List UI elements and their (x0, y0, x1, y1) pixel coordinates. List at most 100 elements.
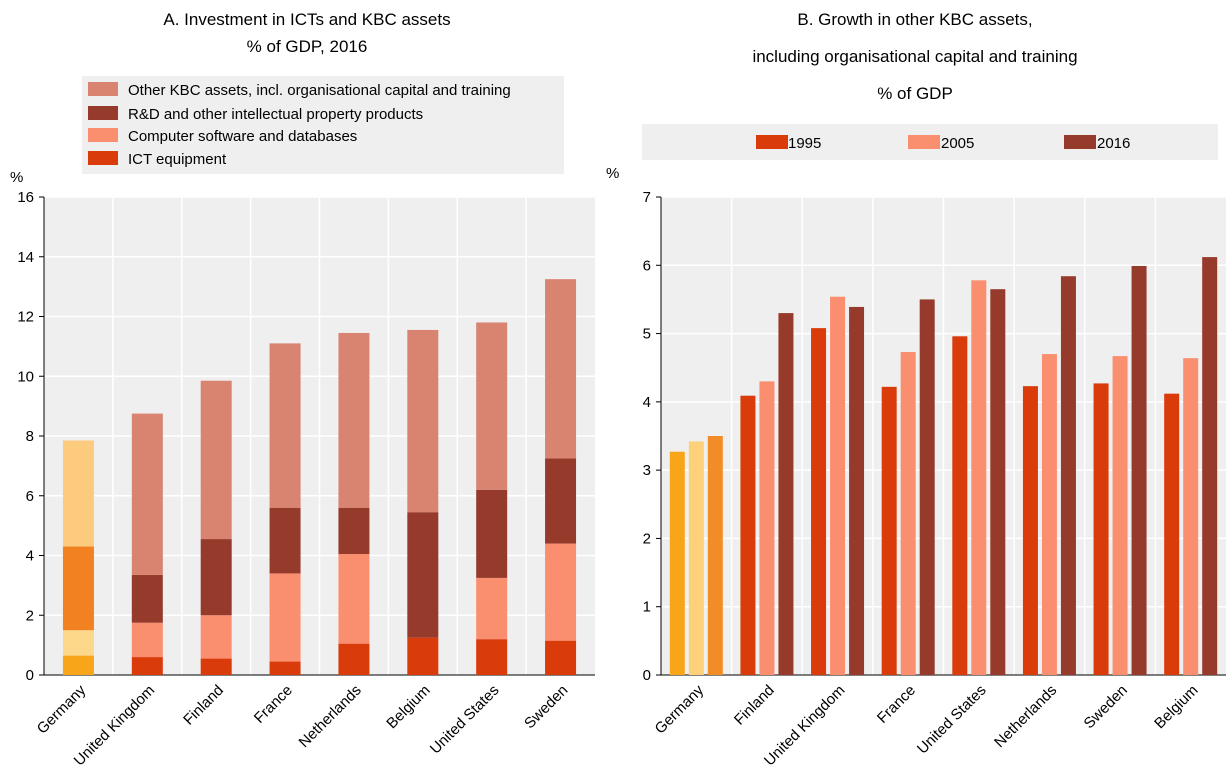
panel-b-bar-united-kingdom-1995 (811, 328, 827, 675)
panel-b-bar-france-1995 (881, 386, 897, 675)
legend-swatch-other-kbc (88, 82, 118, 96)
legend-label-2016: 2016 (1097, 135, 1130, 152)
panel-b-y-tick-label: 2 (643, 530, 651, 547)
panel-b-bar-finland-2005 (759, 381, 775, 675)
panel-b-bar-netherlands-1995 (1022, 386, 1038, 675)
panel-b-bar-france-2016 (919, 299, 935, 675)
panel-a-category-label-united-states: United States (427, 682, 503, 758)
panel-a-bar-belgium-r-d-and-other-intellectual-property-products (407, 512, 439, 638)
panel-b-bar-sweden-1995 (1093, 383, 1109, 675)
panel-a-bar-germany-r-d-and-other-intellectual-property-products (62, 546, 94, 631)
panel-b-subtitle-2: % of GDP (877, 84, 953, 103)
panel-b-legend: 1995 2005 2016 (642, 124, 1218, 160)
panel-a-bar-united-states-other-kbc-assets-incl-organisational-capital-and-training (476, 322, 508, 490)
panel-b-bar-sweden-2005 (1112, 356, 1128, 675)
panel-a-bar-united-states-computer-software-and-databases (476, 577, 508, 640)
panel-a-category-label-germany: Germany (34, 681, 90, 737)
panel-b-category-label-france: France (874, 682, 919, 727)
panel-a-bar-germany-other-kbc-assets-incl-organisational-capital-and-training (62, 440, 94, 547)
panel-b-bar-germany-1995 (669, 451, 685, 675)
panel-a-bar-netherlands-other-kbc-assets-incl-organisational-capital-and-training (338, 332, 370, 508)
legend-label-ict: ICT equipment (128, 151, 227, 168)
panel-b-bar-united-kingdom-2016 (849, 306, 865, 675)
panel-a-bar-united-kingdom-computer-software-and-databases (131, 622, 163, 658)
panel-b-bar-united-kingdom-2005 (830, 296, 846, 675)
legend-label-rd: R&D and other intellectual property prod… (128, 106, 423, 123)
panel-b-y-tick-label: 1 (643, 599, 651, 616)
panel-a-legend: Other KBC assets, incl. organisational c… (82, 76, 564, 174)
panel-a-y-tick-label: 8 (26, 428, 34, 445)
panel-b-bar-belgium-1995 (1164, 393, 1180, 675)
panel-b-category-label-sweden: Sweden (1081, 682, 1131, 732)
panel-a-bar-finland-computer-software-and-databases (200, 615, 232, 659)
panel-a-bar-belgium-other-kbc-assets-incl-organisational-capital-and-training (407, 329, 439, 513)
panel-b-y-tick-label: 6 (643, 257, 651, 274)
panel-a-bar-netherlands-r-d-and-other-intellectual-property-products (338, 507, 370, 555)
panel-a-bar-france-ict-equipment (269, 661, 301, 675)
panel-b-bar-belgium-2005 (1183, 358, 1199, 675)
panel-b-bar-united-states-2005 (971, 280, 987, 675)
panel-a-y-tick-label: 16 (17, 189, 34, 206)
panel-b-bar-finland-1995 (740, 395, 756, 675)
panel-a-y-tick-label: 2 (26, 607, 34, 624)
panel-a-bar-france-computer-software-and-databases (269, 573, 301, 662)
legend-label-other-kbc: Other KBC assets, incl. organisational c… (128, 82, 511, 99)
panel-b-category-label-belgium: Belgium (1151, 682, 1201, 732)
legend-swatch-rd (88, 106, 118, 120)
panel-b-y-tick-label: 0 (643, 667, 651, 684)
legend-label-software: Computer software and databases (128, 128, 357, 145)
legend-swatch-ict (88, 151, 118, 165)
panel-a-bar-finland-ict-equipment (200, 658, 232, 675)
panel-a-y-tick-label: 10 (17, 368, 34, 385)
panel-a-y-tick-label: 6 (26, 488, 34, 505)
panel-a-bar-finland-other-kbc-assets-incl-organisational-capital-and-training (200, 380, 232, 540)
panel-a-bar-united-states-r-d-and-other-intellectual-property-products (476, 489, 508, 578)
panel-b-category-label-finland: Finland (731, 682, 778, 729)
panel-a-y-tick-label: 4 (26, 548, 34, 565)
panel-a-title: A. Investment in ICTs and KBC assets (163, 10, 450, 29)
panel-a-bar-netherlands-computer-software-and-databases (338, 554, 370, 644)
panel-b-category-label-united-states: United States (914, 682, 990, 758)
panel-a-y-tick-label: 0 (26, 667, 34, 684)
panel-b-category-label-netherlands: Netherlands (991, 682, 1060, 751)
panel-a-bar-germany-ict-equipment (62, 655, 94, 675)
legend-swatch-1995 (756, 135, 788, 149)
panel-b-bar-netherlands-2005 (1041, 354, 1057, 675)
panel-b-y-tick-label: 5 (643, 326, 651, 343)
panel-b-bar-germany-2005 (688, 441, 704, 675)
panel-a-bar-united-kingdom-r-d-and-other-intellectual-property-products (131, 574, 163, 623)
panel-a-bar-netherlands-ict-equipment (338, 643, 370, 675)
panel-b-y-tick-label: 4 (643, 394, 651, 411)
panel-a-category-label-belgium: Belgium (383, 682, 433, 732)
panel-b-bar-france-2005 (900, 352, 916, 675)
panel-a-bar-belgium-ict-equipment (407, 637, 439, 675)
panel-a-bar-united-kingdom-other-kbc-assets-incl-organisational-capital-and-training (131, 413, 163, 575)
panel-b-title: B. Growth in other KBC assets, (797, 10, 1032, 29)
panel-b-y-tick-label: 3 (643, 462, 651, 479)
panel-a-bar-france-other-kbc-assets-incl-organisational-capital-and-training (269, 343, 301, 508)
panel-b-bar-germany-2016 (707, 436, 723, 675)
legend-label-1995: 1995 (788, 135, 821, 152)
panel-b-bar-sweden-2016 (1131, 265, 1147, 675)
panel-b-category-label-germany: Germany (652, 681, 708, 737)
panel-a-bar-united-kingdom-ict-equipment (131, 657, 163, 675)
panel-a-unit-label: % (10, 169, 23, 186)
legend-swatch-2005 (908, 135, 940, 149)
legend-swatch-2016 (1064, 135, 1096, 149)
panel-a-bar-france-r-d-and-other-intellectual-property-products (269, 507, 301, 574)
panel-a-category-label-france: France (251, 682, 296, 727)
panel-a-bar-germany-computer-software-and-databases (62, 630, 94, 656)
panel-a-bar-finland-r-d-and-other-intellectual-property-products (200, 539, 232, 616)
panel-b-y-tick-label: 7 (643, 189, 651, 206)
panel-b-subtitle: including organisational capital and tra… (752, 47, 1077, 66)
panel-a-y-tick-label: 14 (17, 249, 34, 266)
panel-a-category-label-netherlands: Netherlands (296, 682, 365, 751)
panel-a-bar-united-states-ict-equipment (476, 639, 508, 675)
panel-a-y-tick-label: 12 (17, 309, 34, 326)
panel-b-bar-belgium-2016 (1202, 257, 1218, 675)
panel-a-bar-sweden-computer-software-and-databases (545, 543, 577, 641)
legend-label-2005: 2005 (941, 135, 974, 152)
panel-b-bar-finland-2016 (778, 313, 794, 675)
